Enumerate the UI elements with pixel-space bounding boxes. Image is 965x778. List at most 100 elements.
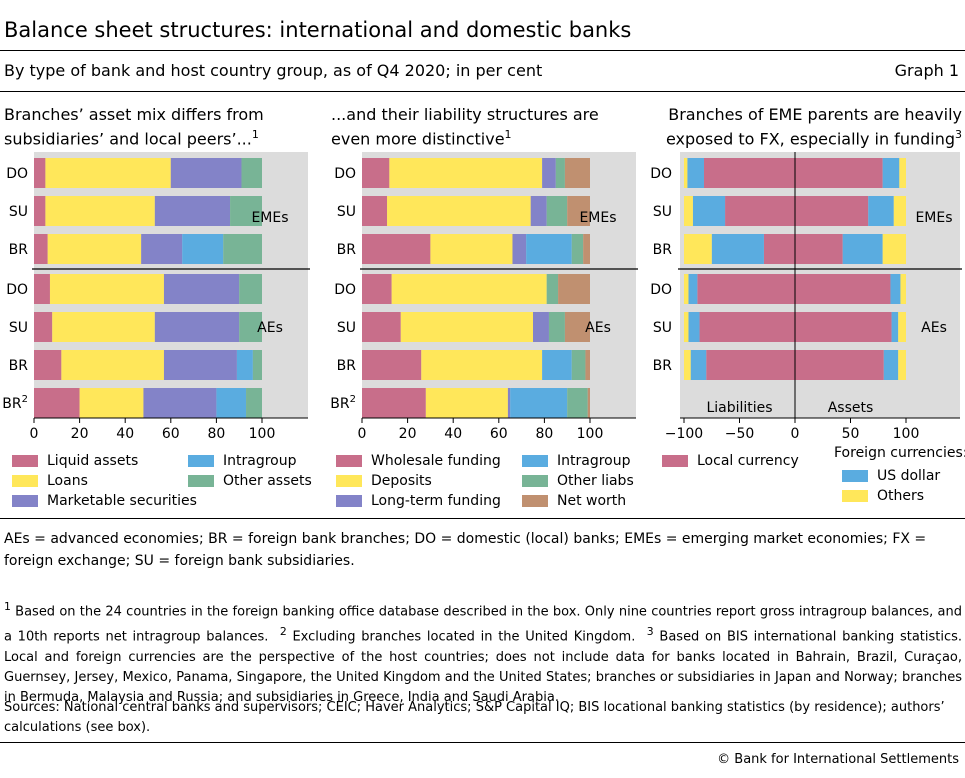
side-label-liabilities: Liabilities bbox=[706, 400, 772, 416]
footer-rule bbox=[0, 742, 965, 743]
bar-segment bbox=[34, 350, 62, 380]
bar-segment bbox=[34, 158, 46, 188]
bar-segment-assets bbox=[795, 196, 869, 226]
x-tick-label: 80 bbox=[535, 426, 553, 442]
category-label: DO bbox=[6, 282, 28, 298]
bar-segment-liabilities bbox=[706, 350, 795, 380]
panel2-title-text: ...and their liability structures are ev… bbox=[331, 105, 599, 149]
legend-item-us-dollar: US dollar bbox=[842, 468, 940, 484]
panel1-title: Branches’ asset mix differs from subsidi… bbox=[4, 105, 304, 149]
bar-segment bbox=[571, 350, 586, 380]
legend-label: Long-term funding bbox=[371, 493, 501, 509]
bar-segment bbox=[430, 234, 513, 264]
category-label: BR2 bbox=[2, 394, 28, 412]
bar-segment bbox=[45, 158, 171, 188]
bar-segment bbox=[548, 312, 565, 342]
bar-segment-liabilities bbox=[725, 196, 795, 226]
bar-segment bbox=[79, 388, 144, 418]
bar-segment bbox=[163, 274, 240, 304]
legend-item-intragroup: Intragroup bbox=[188, 453, 297, 469]
bar-segment bbox=[239, 274, 262, 304]
bar-segment bbox=[526, 234, 572, 264]
category-label: BR bbox=[653, 358, 673, 374]
legend-label: Intragroup bbox=[557, 453, 631, 469]
bar-segment bbox=[546, 196, 568, 226]
category-label: DO bbox=[334, 282, 356, 298]
x-tick-label: 40 bbox=[116, 426, 134, 442]
legend-swatch bbox=[522, 475, 548, 487]
legend-swatch bbox=[336, 495, 362, 507]
copyright: © Bank for International Settlements bbox=[717, 752, 959, 767]
footnote-marker-3: 3 bbox=[646, 625, 654, 639]
bar-segment bbox=[34, 274, 50, 304]
category-label: SU bbox=[653, 320, 672, 336]
x-tick-label: −50 bbox=[725, 426, 755, 442]
bar-segment-liabilities bbox=[684, 312, 689, 342]
bar-segment bbox=[567, 196, 590, 226]
x-tick-label: 100 bbox=[249, 426, 276, 442]
category-label: SU bbox=[653, 204, 672, 220]
bar-segment-assets bbox=[795, 274, 891, 304]
legend-item-net-worth: Net worth bbox=[522, 493, 626, 509]
category-label: SU bbox=[337, 204, 356, 220]
bar-segment-liabilities bbox=[697, 274, 795, 304]
bar-segment bbox=[362, 274, 392, 304]
bar-segment-assets bbox=[842, 234, 883, 264]
bar-segment-assets bbox=[882, 234, 906, 264]
bar-segment-assets bbox=[898, 350, 906, 380]
bar-segment-assets bbox=[898, 312, 906, 342]
chart-bottom-rule bbox=[0, 518, 965, 519]
panel3-title-sup: 3 bbox=[955, 128, 962, 141]
category-label: SU bbox=[9, 204, 28, 220]
bar-segment bbox=[533, 312, 549, 342]
legend-label: Other assets bbox=[223, 473, 312, 489]
bar-segment bbox=[170, 158, 242, 188]
bar-segment bbox=[223, 234, 262, 264]
footnotes: 1 Based on the 24 countries in the forei… bbox=[4, 597, 962, 708]
panel3-title: Branches of EME parents are heavily expo… bbox=[640, 105, 962, 149]
bar-segment bbox=[47, 234, 142, 264]
x-tick-label: 100 bbox=[893, 426, 920, 442]
legend-label: Intragroup bbox=[223, 453, 297, 469]
bar-segment bbox=[512, 234, 527, 264]
bar-segment bbox=[143, 388, 217, 418]
category-label: DO bbox=[334, 166, 356, 182]
legend-item-other-assets: Other assets bbox=[188, 473, 312, 489]
bar-segment bbox=[362, 388, 426, 418]
x-tick-label: −100 bbox=[665, 426, 703, 442]
x-tick-label: 20 bbox=[71, 426, 89, 442]
legend-swatch bbox=[662, 455, 688, 467]
category-label: BR bbox=[337, 242, 357, 258]
bar-segment bbox=[34, 234, 48, 264]
bar-segment bbox=[587, 388, 590, 418]
panel3-title-text: Branches of EME parents are heavily expo… bbox=[665, 105, 962, 149]
graph-label: Graph 1 bbox=[894, 61, 959, 80]
bar-segment-liabilities bbox=[684, 350, 691, 380]
group-label: EMEs bbox=[251, 210, 288, 226]
legend-swatch bbox=[12, 475, 38, 487]
bar-segment bbox=[236, 350, 253, 380]
bar-segment bbox=[34, 312, 53, 342]
x-tick-label: 50 bbox=[842, 426, 860, 442]
x-tick-label: 60 bbox=[162, 426, 180, 442]
x-tick-label: 60 bbox=[490, 426, 508, 442]
bar-segment bbox=[391, 274, 547, 304]
bar-segment-assets bbox=[883, 350, 899, 380]
panel1-title-sup: 1 bbox=[251, 128, 259, 141]
legend-swatch bbox=[188, 455, 214, 467]
panel1-title-text: Branches’ asset mix differs from subsidi… bbox=[4, 105, 264, 149]
panel3-chart: DO SU BR DO SU BR EMEs AEs Liabilities Assets −100… bbox=[650, 152, 962, 442]
bar-segment-liabilities bbox=[699, 312, 795, 342]
panel2-chart: DO SU BR DO SU BR BR2 EMEs AEs 0 20 40 60 80 100 bbox=[330, 152, 638, 442]
category-sup: 2 bbox=[350, 394, 356, 405]
legend-item-other-liabs: Other liabs bbox=[522, 473, 634, 489]
legend-foreign-title: Foreign currencies: bbox=[834, 445, 965, 461]
bar-segment bbox=[510, 388, 568, 418]
chart-subtitle: By type of bank and host country group, … bbox=[4, 61, 543, 80]
bar-segment-assets bbox=[893, 196, 906, 226]
bar-segment-liabilities bbox=[763, 234, 795, 264]
x-tick-label: 0 bbox=[358, 426, 367, 442]
bar-segment bbox=[421, 350, 543, 380]
legend-item-intragroup: Intragroup bbox=[522, 453, 631, 469]
legend-swatch bbox=[336, 475, 362, 487]
